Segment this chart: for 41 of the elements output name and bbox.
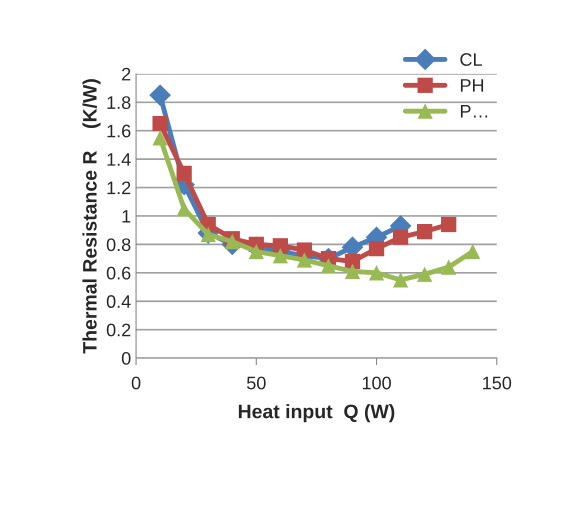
point (441, 259, 456, 275)
point (149, 84, 171, 106)
point (200, 226, 216, 242)
point (320, 258, 336, 274)
point (392, 272, 408, 288)
y-tick-label: 1.8 (107, 96, 130, 110)
point (368, 265, 384, 280)
legend-label: P… (460, 105, 488, 118)
point (417, 266, 432, 282)
y-tick-label: 1 (122, 210, 130, 223)
point (296, 252, 312, 268)
legend-label: PH (460, 79, 484, 92)
point (344, 264, 360, 280)
y-axis-title: Thermal Resistance R (K/W) (82, 79, 101, 354)
y-tick-label: 1.6 (107, 124, 130, 138)
y-tick-label: 0 (122, 352, 130, 365)
point (392, 230, 408, 245)
y-tick-label: 1.4 (107, 153, 131, 166)
point (441, 216, 456, 232)
y-tick-label: 0.2 (106, 324, 130, 336)
point (176, 166, 192, 181)
point (272, 238, 288, 254)
point (465, 244, 480, 260)
point (248, 244, 264, 260)
point (272, 248, 288, 264)
y-tick-label: 0.8 (106, 238, 130, 252)
x-tick-label: 50 (246, 376, 266, 390)
y-tick-label: 0.4 (106, 295, 131, 308)
point (152, 116, 168, 132)
x-axis-title: Heat input Q (W) (238, 404, 394, 422)
point (152, 130, 168, 146)
x-tick-label: 150 (483, 376, 512, 390)
x-tick-label: 100 (362, 376, 391, 390)
y-tick-label: 2 (122, 68, 130, 80)
point (368, 241, 384, 256)
y-tick-label: 1.2 (107, 181, 130, 194)
point (417, 224, 432, 240)
legend-label: CL (460, 53, 482, 66)
point (224, 234, 240, 250)
y-tick-label: 0.6 (106, 266, 130, 280)
x-tick-label: 0 (132, 376, 140, 390)
